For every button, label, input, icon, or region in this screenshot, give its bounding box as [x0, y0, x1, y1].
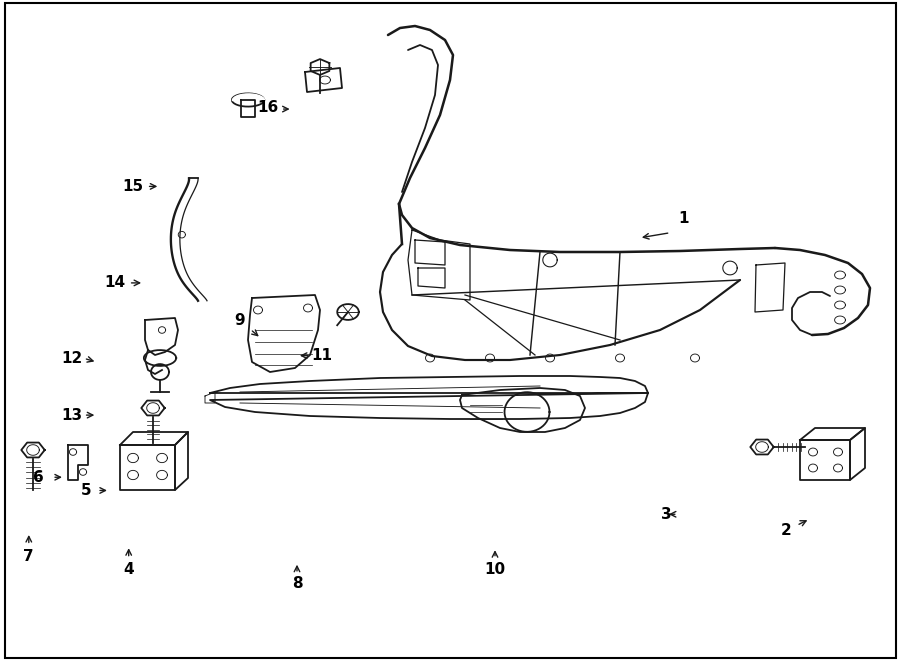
Text: 10: 10 [484, 563, 506, 577]
Text: 2: 2 [780, 523, 791, 537]
Text: 5: 5 [81, 483, 92, 498]
Text: 13: 13 [61, 408, 83, 422]
Text: 6: 6 [33, 470, 44, 485]
Text: 8: 8 [292, 576, 302, 590]
Text: 9: 9 [234, 313, 245, 328]
Text: 7: 7 [23, 549, 34, 564]
Text: 12: 12 [61, 351, 83, 366]
Text: 15: 15 [122, 179, 144, 194]
Text: 11: 11 [311, 348, 333, 363]
Text: 1: 1 [679, 211, 689, 225]
Text: 14: 14 [104, 276, 126, 290]
Text: 16: 16 [257, 100, 279, 114]
Text: 4: 4 [123, 563, 134, 577]
Text: 3: 3 [661, 507, 671, 522]
